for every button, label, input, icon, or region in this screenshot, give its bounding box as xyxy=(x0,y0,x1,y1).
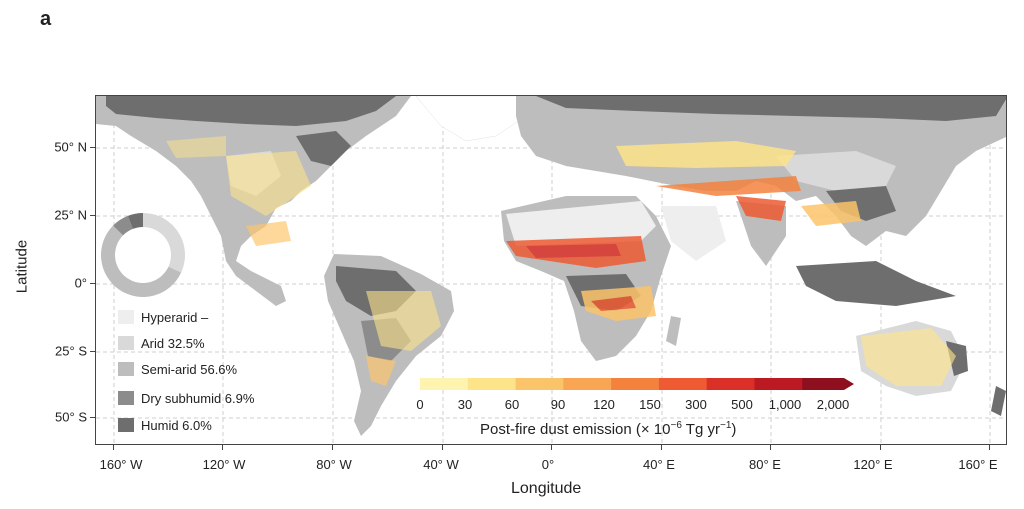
donut-slice xyxy=(143,213,185,273)
colorbar-tick-label: 500 xyxy=(731,397,753,412)
colorbar-tick-label: 1,000 xyxy=(768,397,802,412)
world-map xyxy=(95,95,1007,445)
y-tick-mark xyxy=(90,215,95,216)
legend-swatch xyxy=(118,310,134,324)
x-tick-mark xyxy=(989,445,990,450)
y-tick-label: 50° S xyxy=(55,409,87,425)
colorbar-segment xyxy=(658,378,708,390)
y-tick-label: 0° xyxy=(74,275,87,291)
x-tick-mark xyxy=(880,445,881,450)
colorbar-segment xyxy=(515,378,564,390)
y-tick-mark xyxy=(90,147,95,148)
colorbar-tick-label: 0 xyxy=(416,397,424,412)
legend-swatch xyxy=(118,391,134,405)
x-tick-mark xyxy=(113,445,114,450)
colorbar-segment xyxy=(611,378,660,390)
colorbar-segment xyxy=(420,378,469,390)
colorbar-tick-label: 60 xyxy=(504,397,520,412)
legend-item: Hyperarid – xyxy=(118,308,208,326)
colorbar-segment xyxy=(754,378,803,390)
y-tick-mark xyxy=(90,417,95,418)
legend-label: Hyperarid – xyxy=(141,309,209,325)
x-tick-label: 80° W xyxy=(316,457,352,472)
x-tick-label: 80° E xyxy=(749,457,781,472)
colorbar-segment xyxy=(706,378,755,390)
colorbar-tick-label: 2,000 xyxy=(816,397,850,412)
x-tick-label: 40° W xyxy=(423,457,459,472)
colorbar-tick-label: 120 xyxy=(593,397,615,412)
legend-label: Arid 32.5% xyxy=(141,335,205,351)
donut-slice xyxy=(113,215,133,236)
colorbar-segment xyxy=(467,378,517,390)
x-tick-label: 160° E xyxy=(958,457,998,472)
legend-item: Semi-arid 56.6% xyxy=(118,360,237,378)
x-tick-mark xyxy=(332,445,333,450)
colorbar-title: Post-fire dust emission (× 10−6 Tg yr−1) xyxy=(480,420,737,438)
aridity-donut xyxy=(101,213,185,297)
x-tick-mark xyxy=(442,445,443,450)
x-axis-title: Longitude xyxy=(511,480,582,497)
y-tick-mark xyxy=(90,283,95,284)
y-tick-mark xyxy=(90,351,95,352)
x-tick-mark xyxy=(222,445,223,450)
emission-hotspots xyxy=(166,136,956,386)
x-tick-mark xyxy=(661,445,662,450)
colorbar-segment xyxy=(802,378,854,390)
legend-label: Semi-arid 56.6% xyxy=(141,361,238,377)
map-svg xyxy=(96,96,1006,444)
x-tick-label: 120° E xyxy=(853,457,893,472)
x-tick-label: 160° W xyxy=(99,457,143,472)
x-tick-label: 120° W xyxy=(202,457,246,472)
arabia xyxy=(661,206,726,261)
se-asia xyxy=(796,261,956,306)
legend-item: Dry subhumid 6.9% xyxy=(118,389,254,407)
legend-swatch xyxy=(118,362,134,376)
colorbar-tick-label: 150 xyxy=(639,397,661,412)
colorbar-tick-label: 90 xyxy=(550,397,566,412)
legend-label: Humid 6.0% xyxy=(141,417,212,433)
x-tick-mark xyxy=(551,445,552,450)
y-axis-title: Latitude xyxy=(13,239,31,294)
colorbar-tick-label: 30 xyxy=(457,397,473,412)
legend-swatch xyxy=(118,336,134,350)
legend-item: Arid 32.5% xyxy=(118,334,205,352)
emission-colorbar xyxy=(420,378,854,390)
greenland xyxy=(415,96,537,142)
x-tick-label: 40° E xyxy=(643,457,675,472)
x-tick-mark xyxy=(770,445,771,450)
y-tick-label: 25° N xyxy=(54,207,87,223)
y-tick-label: 50° N xyxy=(54,139,87,155)
donut-slice xyxy=(127,213,143,229)
donut-slice xyxy=(101,225,182,297)
legend-label: Dry subhumid 6.9% xyxy=(141,390,255,406)
colorbar-segment xyxy=(563,378,612,390)
y-tick-label: 25° S xyxy=(55,343,87,359)
colorbar-tick-label: 300 xyxy=(685,397,707,412)
legend-item: Humid 6.0% xyxy=(118,416,212,434)
panel-letter: a xyxy=(40,8,52,30)
legend-swatch xyxy=(118,418,134,432)
x-tick-label: 0° xyxy=(541,457,555,472)
